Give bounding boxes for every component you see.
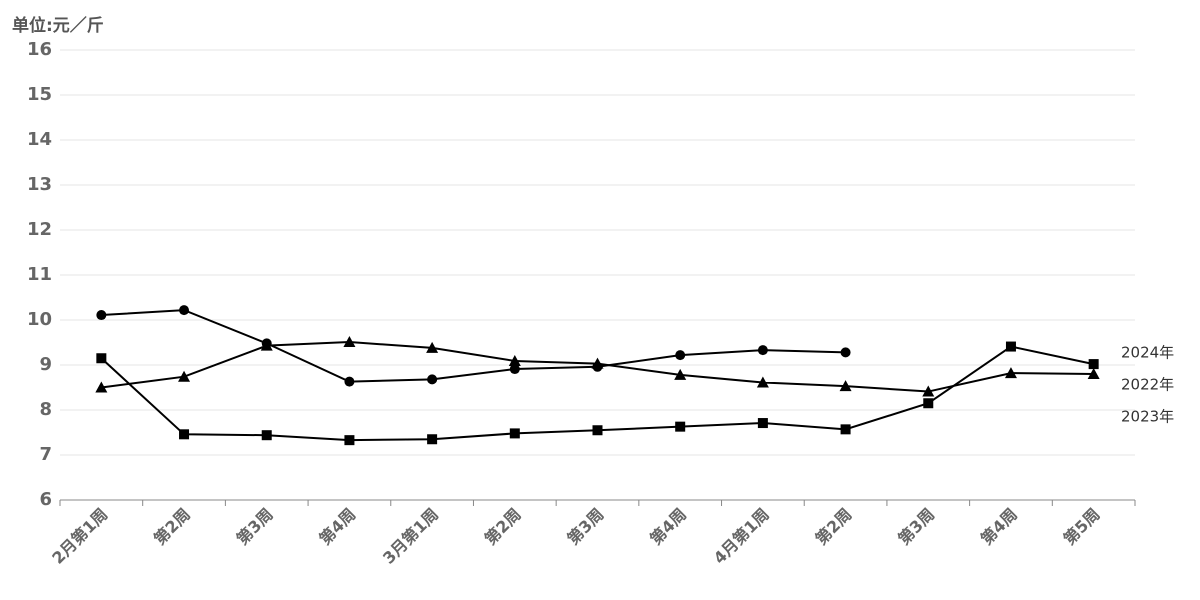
- point: [179, 429, 190, 440]
- point: [675, 350, 686, 361]
- x-tick-label: 4月第1周: [710, 505, 773, 568]
- point: [261, 430, 272, 441]
- x-tick-label: 第3周: [564, 505, 608, 549]
- point: [260, 339, 273, 351]
- y-tick-label: 14: [27, 129, 52, 150]
- point: [95, 381, 108, 393]
- x-tick-label: 第3周: [233, 505, 277, 549]
- y-tick-label: 16: [27, 39, 52, 60]
- point: [426, 341, 439, 353]
- point: [427, 374, 438, 385]
- x-tick-label: 第2周: [150, 505, 194, 549]
- point: [923, 398, 934, 409]
- x-tick-label: 第4周: [977, 505, 1021, 549]
- x-tick-label: 第4周: [646, 505, 690, 549]
- y-tick-label: 15: [27, 84, 52, 105]
- point: [179, 305, 190, 316]
- point: [509, 364, 520, 375]
- point: [508, 354, 521, 366]
- point: [178, 370, 191, 382]
- y-axis-label: 单位:元／斤: [12, 15, 104, 36]
- point: [839, 380, 852, 392]
- point: [591, 357, 604, 369]
- series-label: 2022年: [1121, 376, 1174, 394]
- point: [344, 435, 355, 446]
- point: [344, 376, 355, 387]
- point: [509, 428, 520, 439]
- point: [757, 418, 768, 429]
- point: [1087, 368, 1100, 379]
- point: [592, 425, 603, 436]
- x-tick-label: 第5周: [1060, 505, 1104, 549]
- y-tick-label: 10: [27, 309, 52, 330]
- point: [756, 376, 769, 388]
- series-label: 2024年: [1121, 344, 1174, 362]
- point: [840, 424, 851, 435]
- x-tick-label: 3月第1周: [379, 505, 442, 568]
- point: [840, 347, 851, 358]
- y-tick-label: 12: [27, 219, 52, 240]
- y-tick-label: 9: [39, 354, 52, 375]
- x-tick-label: 第4周: [315, 505, 359, 549]
- point: [674, 368, 687, 380]
- point: [757, 345, 768, 356]
- y-tick-label: 7: [39, 444, 52, 465]
- y-tick-label: 13: [27, 174, 52, 195]
- point: [343, 336, 356, 348]
- y-tick-label: 6: [39, 489, 52, 510]
- point: [1005, 341, 1016, 352]
- point: [96, 310, 107, 321]
- series-label: 2023年: [1121, 408, 1174, 426]
- y-tick-label: 11: [27, 264, 52, 285]
- point: [675, 421, 686, 432]
- x-tick-label: 2月第1周: [48, 505, 111, 568]
- series-line: [101, 309, 846, 383]
- point: [1088, 359, 1099, 370]
- y-tick-label: 8: [39, 399, 52, 420]
- x-tick-label: 第2周: [481, 505, 525, 549]
- x-tick-label: 第3周: [894, 505, 938, 549]
- x-tick-label: 第2周: [812, 505, 856, 549]
- point: [427, 434, 438, 445]
- point: [1004, 367, 1017, 379]
- point: [96, 353, 107, 364]
- point: [922, 385, 935, 397]
